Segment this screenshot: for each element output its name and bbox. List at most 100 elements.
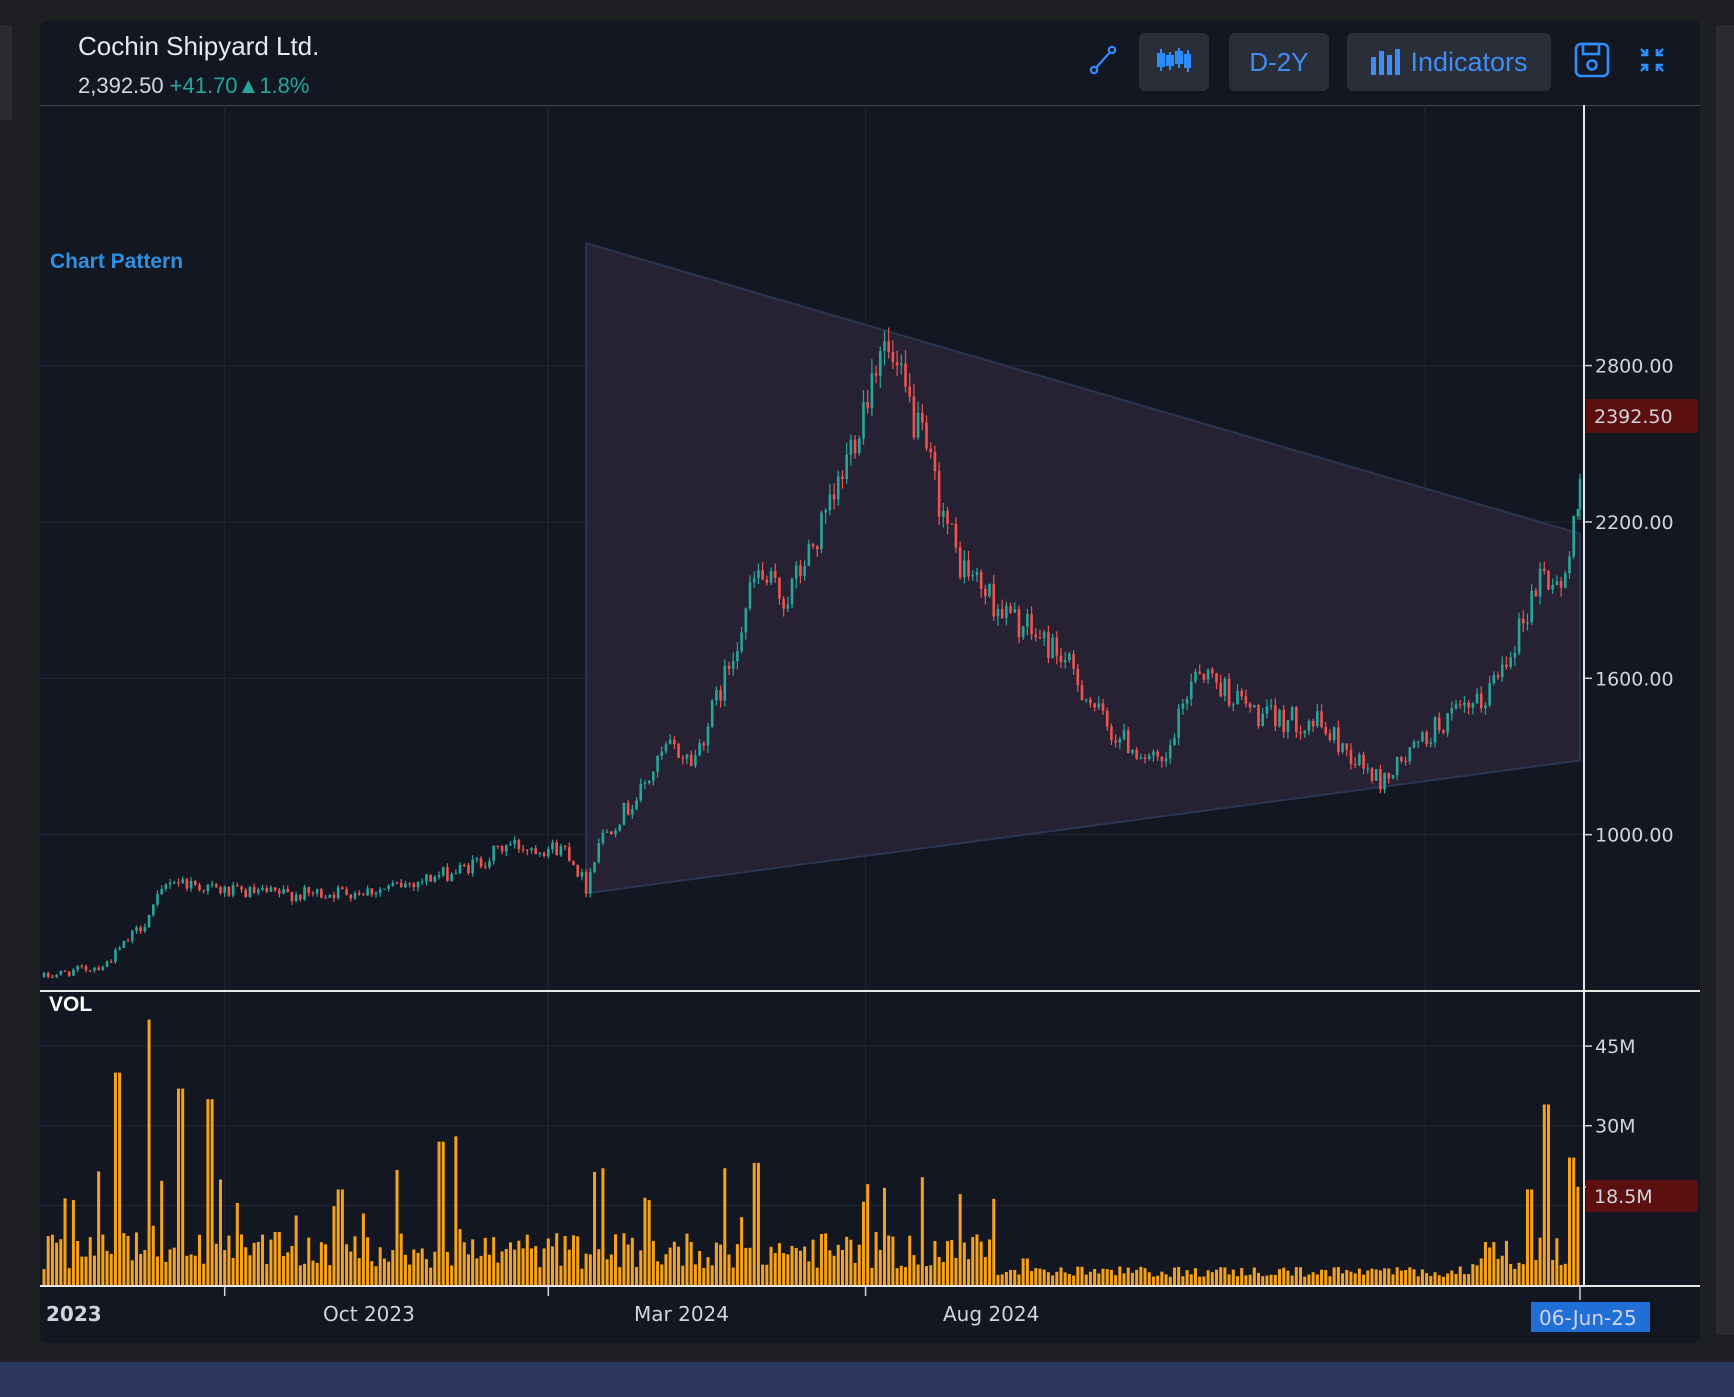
candle-body xyxy=(1341,743,1344,752)
volume-bar xyxy=(534,1246,538,1285)
candle-body xyxy=(912,396,916,438)
volume-bar xyxy=(975,1234,979,1285)
candle-body xyxy=(420,881,424,883)
indicators-button[interactable]: Indicators xyxy=(1347,33,1551,91)
price-axis[interactable]: 1000.00 1600.00 2200.00 2800.00 xyxy=(1584,356,1674,847)
fullscreen-toggle-button[interactable] xyxy=(1628,33,1676,91)
volume-bar xyxy=(290,1245,294,1285)
draw-tool-button[interactable] xyxy=(1080,33,1126,91)
volume-bar xyxy=(1009,1269,1013,1285)
volume-bar xyxy=(1572,1157,1576,1285)
volume-bar xyxy=(67,1268,71,1285)
candle-body xyxy=(740,632,743,652)
chart-area[interactable]: Chart Pattern VOL 1000.00 1600.00 2200.00 2… xyxy=(40,21,1700,1343)
volume-bar xyxy=(664,1254,668,1285)
volume-bar xyxy=(1521,1264,1525,1285)
price-change: +41.70▲1.8% xyxy=(169,73,310,98)
pattern-annotation[interactable]: Chart Pattern xyxy=(50,250,183,273)
volume-bar xyxy=(1534,1260,1538,1285)
volume-bar xyxy=(214,1243,218,1285)
volume-bar xyxy=(76,1241,80,1285)
candle-body xyxy=(1563,573,1567,588)
date-range-button[interactable]: D-2Y xyxy=(1229,33,1329,91)
volume-bar xyxy=(84,1256,88,1285)
candle-body xyxy=(542,852,546,857)
volume-bar xyxy=(1126,1267,1130,1285)
volume-bar xyxy=(618,1267,622,1285)
candle-body xyxy=(286,888,290,892)
volume-bar xyxy=(1109,1269,1113,1285)
candle-body xyxy=(1311,720,1315,727)
candle-body xyxy=(1122,730,1126,739)
candle-body xyxy=(954,523,958,548)
candle-body xyxy=(177,882,180,884)
volume-bar xyxy=(1101,1268,1105,1285)
volume-bar xyxy=(937,1257,941,1285)
candle-body xyxy=(530,848,533,851)
candle-body xyxy=(1089,699,1092,704)
volume-bar xyxy=(769,1246,773,1285)
candle-body xyxy=(1521,618,1525,624)
volume-bar xyxy=(916,1264,920,1285)
candle-body xyxy=(202,890,205,892)
candle-body xyxy=(748,582,752,609)
volume-bar xyxy=(1160,1271,1164,1285)
volume-bar xyxy=(731,1267,735,1285)
volume-bar xyxy=(433,1251,437,1285)
save-button[interactable] xyxy=(1568,33,1616,91)
candle-body xyxy=(1097,703,1101,708)
volume-bar xyxy=(1458,1266,1462,1285)
candle-body xyxy=(1576,509,1580,517)
candle-body xyxy=(1404,761,1407,763)
volume-bar xyxy=(256,1241,260,1285)
candle-body xyxy=(1231,704,1235,706)
candle-body xyxy=(387,885,390,889)
time-axis[interactable]: 2023 Oct 2023 Mar 2024 Aug 2024 xyxy=(46,1286,1581,1326)
volume-bar xyxy=(1345,1269,1349,1285)
right-scrollbar[interactable] xyxy=(1716,25,1734,1335)
volume-bar xyxy=(1530,1189,1534,1285)
volume-bar xyxy=(193,1255,197,1285)
triangle-pattern[interactable] xyxy=(585,241,1581,895)
volume-bar xyxy=(345,1244,349,1285)
volume-bar xyxy=(277,1232,281,1285)
volume-bar xyxy=(538,1267,542,1285)
volume-bar xyxy=(521,1248,525,1285)
candle-body xyxy=(1345,743,1349,750)
volume-bar xyxy=(1555,1238,1559,1285)
candle-body xyxy=(1236,690,1239,705)
candle-body xyxy=(156,894,159,905)
volume-bar xyxy=(920,1177,924,1285)
candle-body xyxy=(1400,757,1403,762)
candle-body xyxy=(1240,690,1244,697)
volume-bar xyxy=(168,1249,172,1285)
candle-body xyxy=(525,849,529,851)
left-edge-panel xyxy=(0,25,12,120)
volume-bar xyxy=(882,1187,886,1285)
volume-bar xyxy=(479,1255,483,1285)
volume-bar xyxy=(408,1264,412,1285)
volume-bar xyxy=(836,1244,840,1285)
volume-bar xyxy=(815,1267,819,1285)
candle-body xyxy=(1147,755,1151,760)
candle-body xyxy=(731,661,735,669)
candle-body xyxy=(694,755,697,766)
volume-bar xyxy=(235,1202,239,1285)
candle-body xyxy=(336,887,340,899)
candle-body xyxy=(1173,737,1176,746)
volume-bar xyxy=(1051,1275,1055,1285)
volume-bar xyxy=(429,1267,433,1285)
volume-bar xyxy=(1294,1267,1298,1285)
volume-bar xyxy=(143,1250,147,1285)
candle-body xyxy=(55,974,58,978)
volume-bar xyxy=(1135,1269,1139,1285)
volume-bar xyxy=(811,1239,815,1285)
volume-bar xyxy=(979,1241,983,1285)
candle-body xyxy=(1332,727,1336,741)
volume-bar xyxy=(622,1233,626,1285)
chart-type-button[interactable] xyxy=(1139,33,1209,91)
candle-body xyxy=(500,846,504,852)
candle-body xyxy=(1009,606,1012,613)
candle-body xyxy=(59,970,63,975)
candle-body xyxy=(105,961,109,967)
